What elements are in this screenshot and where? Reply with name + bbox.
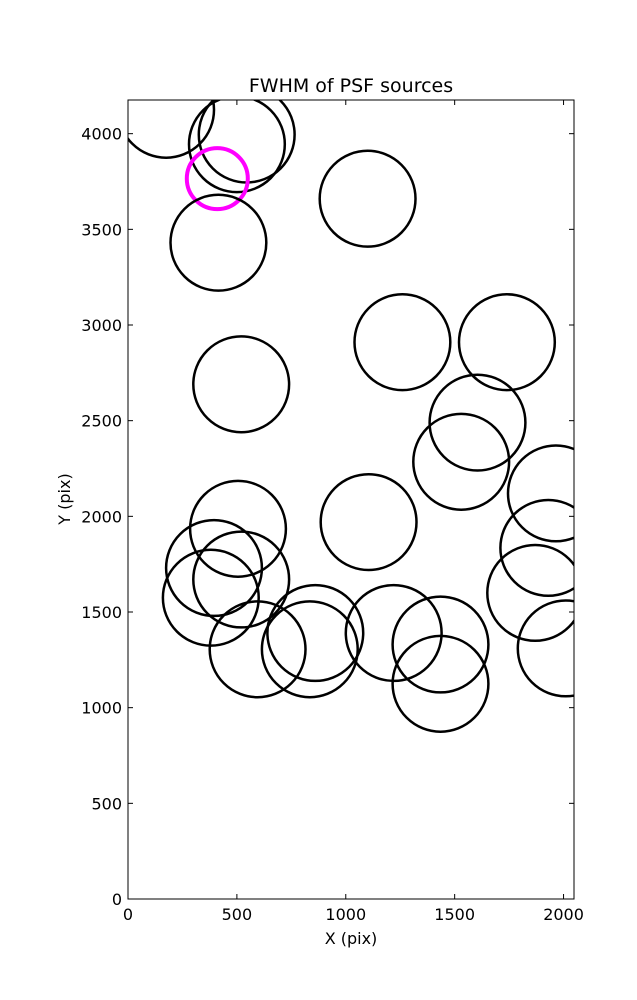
source-circle: [192, 335, 291, 434]
source-circle: [516, 599, 574, 698]
source-circle: [391, 595, 490, 694]
source-circle: [318, 149, 417, 248]
chart-title: FWHM of PSF sources: [249, 75, 453, 97]
plot-background: [128, 100, 574, 899]
source-circle: [486, 543, 574, 643]
source-circle: [169, 193, 268, 292]
y-tick-label: 3000: [81, 316, 122, 335]
y-axis-ticks: 0 500 1000 1500 2000 2500 3000 3500 4000: [81, 125, 574, 909]
source-circle: [266, 583, 365, 683]
source-circle: [499, 498, 574, 598]
source-circle: [164, 518, 264, 618]
source-circle: [412, 412, 511, 511]
y-tick-label: 1000: [81, 699, 122, 718]
plot-frame: [127, 99, 575, 900]
x-axis-ticks: 0 500 1000 1500 2000: [123, 100, 584, 924]
source-circle: [188, 479, 288, 578]
y-tick-label: 3500: [81, 220, 122, 239]
source-circle: [428, 373, 527, 472]
y-tick-label: 2500: [81, 412, 122, 431]
source-circle: [353, 293, 452, 392]
source-circle: [506, 444, 574, 543]
x-tick-label: 1500: [434, 905, 475, 924]
y-tick-label: 0: [112, 890, 122, 909]
source-circle: [260, 600, 359, 699]
source-circle: [457, 293, 557, 392]
x-tick-label: 1000: [325, 905, 366, 924]
y-axis-label: Y (pix): [55, 473, 74, 525]
source-markers: [128, 100, 574, 733]
y-tick-label: 500: [91, 794, 122, 813]
source-circle: [319, 472, 418, 572]
source-circle: [391, 634, 490, 733]
x-axis-label: X (pix): [325, 929, 378, 948]
source-circle: [208, 600, 307, 699]
y-tick-label: 1500: [81, 603, 122, 622]
y-tick-label: 2000: [81, 507, 122, 526]
source-circle: [128, 100, 216, 159]
x-tick-label: 0: [123, 905, 133, 924]
y-tick-label: 4000: [81, 125, 122, 144]
source-circle: [192, 530, 291, 629]
source-circle: [187, 100, 287, 194]
x-tick-label: 2000: [543, 905, 584, 924]
highlighted-source-circle: [184, 146, 250, 212]
x-tick-label: 500: [222, 905, 253, 924]
